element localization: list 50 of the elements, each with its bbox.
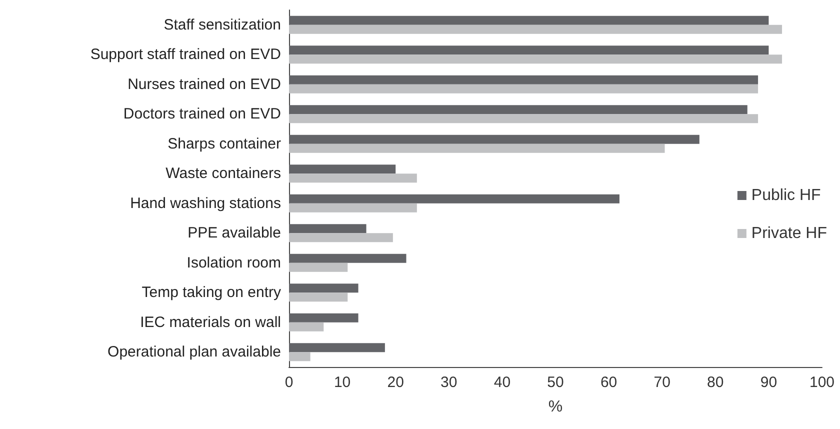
bar [289,322,324,332]
bar [289,54,782,64]
y-tick-label: Doctors trained on EVD [123,106,282,123]
bar [289,352,310,362]
legend-label: Private HF [751,225,828,242]
x-tick-label: 30 [440,374,458,391]
x-tick-label: 0 [284,374,294,391]
bar [289,16,769,25]
bar [289,194,620,204]
x-tick-label: 90 [760,374,778,391]
y-tick-label: Staff sensitization [164,16,281,34]
bar [289,284,358,293]
bar [289,75,758,84]
x-axis-title: % [548,398,563,416]
bar [289,134,700,144]
bar [289,24,782,34]
y-tick-label: Nurses trained on EVD [128,76,282,93]
bar [289,343,385,352]
bar [289,114,758,124]
y-tick-label: Operational plan available [108,344,281,361]
bar [289,46,769,55]
x-tick-label: 20 [387,374,404,391]
x-tick-label: 60 [600,374,618,391]
bar [289,105,748,114]
bar [289,84,758,94]
bar [289,313,358,322]
bar [289,144,665,153]
bar [289,233,393,242]
y-tick-label: Sharps container [168,135,281,152]
x-tick-label: 10 [334,374,351,391]
y-tick-label: Hand washing stations [130,194,281,212]
x-tick-label: 50 [547,374,564,391]
y-tick-label: IEC materials on wall [140,314,281,331]
bar [289,262,348,272]
x-tick-label: 80 [707,374,724,391]
y-tick-label: Isolation room [186,254,281,272]
x-tick-label: 70 [654,374,670,391]
legend-label: Public HF [751,187,822,204]
bar [289,174,417,183]
x-tick-label: 100 [809,374,835,391]
bar [289,254,406,263]
bar [289,164,396,174]
y-tick-label: PPE available [188,224,281,242]
y-tick-label: Waste containers [166,165,281,182]
x-tick-label: 40 [494,374,511,391]
bar [289,203,417,212]
bar [289,292,348,302]
bar [289,224,366,234]
y-tick-label: Temp taking on entry [142,284,282,302]
y-tick-label: Support staff trained on EVD [90,46,282,64]
